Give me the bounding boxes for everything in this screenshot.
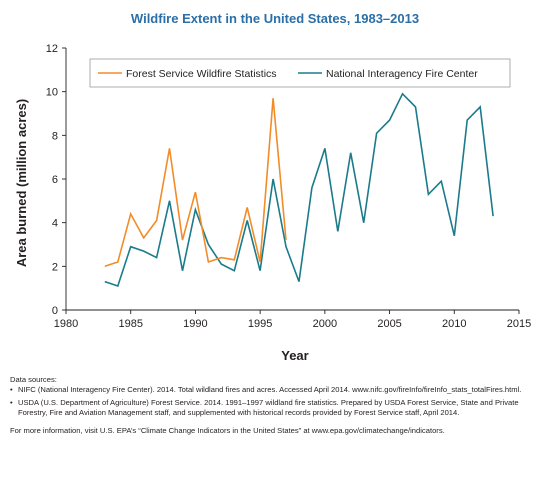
x-tick-label: 2005 [377,318,401,330]
y-tick-label: 12 [46,43,58,55]
source-item-nifc: NIFC (National Interagency Fire Center).… [10,385,545,395]
sources-list: NIFC (National Interagency Fire Center).… [10,385,545,418]
series-line-nifc [104,92,494,288]
data-sources: Data sources: NIFC (National Interagency… [10,375,545,444]
y-tick-label: 8 [52,130,58,142]
line-chart: 0 2 4 6 8 10 12 1980 1985 1990 1995 2000 2005 2010 20… [14,43,531,363]
series-line-forest-service [104,98,287,268]
y-tick-label: 4 [52,218,58,230]
x-tick-label: 2015 [507,318,531,330]
chart-title: Wildfire Extent in the United States, 19… [130,11,420,26]
y-axis-label: Area burned (million acres) [14,99,29,267]
legend-label-forest-service: Forest Service Wildfire Statistics [126,68,277,80]
y-tick-label: 6 [52,174,58,186]
y-tick-label: 2 [52,261,58,273]
legend: Forest Service Wildfire Statistics Natio… [89,58,511,88]
source-item-usda: USDA (U.S. Department of Agriculture) Fo… [10,398,545,418]
x-tick-label: 1995 [248,318,272,330]
y-axis-ticks: 0 2 4 6 8 10 12 [46,43,66,317]
legend-label-nifc: National Interagency Fire Center [326,68,478,80]
x-tick-label: 1985 [118,318,142,330]
x-tick-label: 1980 [54,318,78,330]
y-tick-label: 0 [52,305,58,317]
sources-heading: Data sources: [10,375,57,384]
more-info-text: For more information, visit U.S. EPA’s “… [10,426,445,435]
x-tick-label: 2010 [442,318,466,330]
x-tick-label: 2000 [313,318,337,330]
x-tick-label: 1990 [183,318,207,330]
y-tick-label: 10 [46,87,58,99]
series-layer [104,92,494,288]
x-axis-ticks: 1980 1985 1990 1995 2000 2005 2010 2015 [54,310,531,330]
x-axis-label: Year [281,348,308,363]
